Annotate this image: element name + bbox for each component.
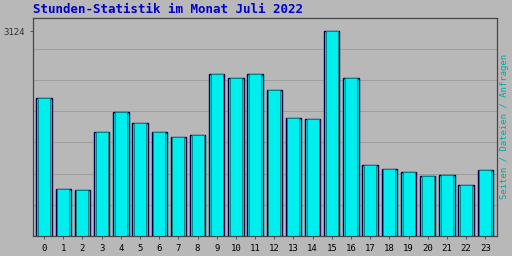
Bar [38, 98, 50, 256]
Y-axis label: Seiten / Dateien / Anfragen: Seiten / Dateien / Anfragen [500, 54, 508, 199]
Bar [57, 189, 69, 256]
Bar [479, 170, 491, 256]
Text: Stunden-Statistik im Monat Juli 2022: Stunden-Statistik im Monat Juli 2022 [33, 4, 303, 16]
Bar [209, 74, 224, 256]
Bar [113, 112, 129, 256]
Bar [211, 74, 223, 256]
Bar [190, 135, 205, 256]
Bar [460, 185, 472, 256]
Bar [152, 132, 167, 256]
Bar [478, 170, 493, 256]
Bar [56, 189, 71, 256]
Bar [115, 112, 127, 256]
Bar [173, 137, 184, 256]
Bar [364, 165, 376, 256]
Bar [441, 175, 453, 256]
Bar [305, 120, 321, 256]
Bar [94, 132, 110, 256]
Bar [383, 169, 395, 256]
Bar [247, 74, 263, 256]
Bar [287, 118, 300, 256]
Bar [75, 190, 90, 256]
Bar [134, 123, 146, 256]
Bar [345, 78, 357, 256]
Bar [324, 31, 339, 256]
Bar [439, 175, 455, 256]
Bar [402, 172, 415, 256]
Bar [267, 90, 282, 256]
Bar [76, 190, 89, 256]
Bar [132, 123, 147, 256]
Bar [230, 78, 242, 256]
Bar [36, 98, 52, 256]
Bar [249, 74, 261, 256]
Bar [286, 118, 301, 256]
Bar [344, 78, 359, 256]
Bar [326, 31, 338, 256]
Bar [170, 137, 186, 256]
Bar [96, 132, 108, 256]
Bar [362, 165, 378, 256]
Bar [307, 120, 318, 256]
Bar [228, 78, 244, 256]
Bar [381, 169, 397, 256]
Bar [458, 185, 474, 256]
Bar [422, 176, 434, 256]
Bar [420, 176, 435, 256]
Bar [268, 90, 280, 256]
Bar [401, 172, 416, 256]
Bar [191, 135, 204, 256]
Bar [153, 132, 165, 256]
